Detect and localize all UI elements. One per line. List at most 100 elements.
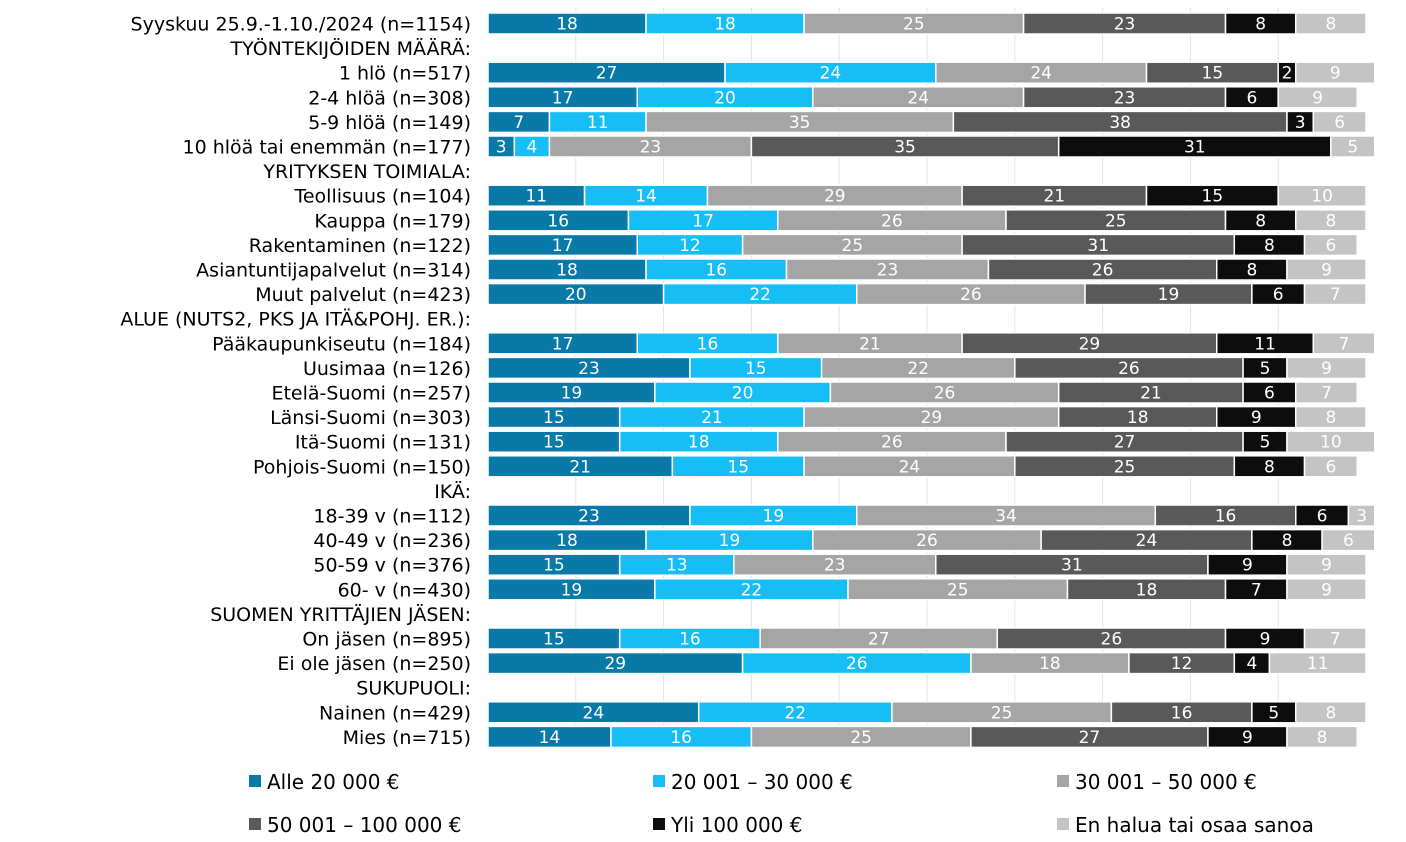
legend-swatch bbox=[249, 818, 261, 830]
bar-segment bbox=[1347, 504, 1376, 527]
data-label: 24 bbox=[583, 703, 605, 723]
data-label: 29 bbox=[921, 408, 943, 428]
data-label: 18 bbox=[556, 261, 578, 281]
bar-segment bbox=[1286, 258, 1367, 281]
data-label: 8 bbox=[1325, 408, 1336, 428]
data-label: 19 bbox=[1158, 285, 1180, 305]
data-label: 17 bbox=[552, 88, 574, 108]
data-label: 26 bbox=[960, 285, 982, 305]
data-label: 7 bbox=[1330, 285, 1341, 305]
data-label: 23 bbox=[578, 507, 600, 527]
data-label: 16 bbox=[547, 211, 569, 231]
data-label: 16 bbox=[670, 728, 692, 748]
data-label: 9 bbox=[1321, 580, 1332, 600]
legend-swatch bbox=[1057, 818, 1069, 830]
data-label: 4 bbox=[1246, 654, 1257, 674]
data-label: 9 bbox=[1312, 88, 1323, 108]
data-label: 24 bbox=[1030, 64, 1052, 84]
legend-swatch bbox=[1057, 775, 1069, 787]
bar-segment bbox=[1286, 356, 1367, 380]
data-label: 8 bbox=[1282, 531, 1293, 551]
data-label: 22 bbox=[784, 703, 806, 723]
data-label: 6 bbox=[1264, 384, 1275, 404]
data-label: 35 bbox=[789, 113, 811, 133]
data-label: 9 bbox=[1330, 64, 1341, 84]
data-label: 7 bbox=[1339, 334, 1350, 354]
data-label: 18 bbox=[1127, 408, 1149, 428]
data-label: 26 bbox=[1092, 261, 1114, 281]
bar-segment bbox=[1303, 282, 1367, 306]
bar-segment bbox=[1295, 701, 1367, 724]
category-label: 18-39 v (n=112) bbox=[313, 506, 471, 528]
bar-segment bbox=[1286, 430, 1376, 453]
data-label: 22 bbox=[907, 359, 929, 379]
data-label: 25 bbox=[991, 703, 1013, 723]
data-label: 11 bbox=[587, 113, 609, 133]
bar-segment bbox=[1312, 110, 1367, 134]
category-label: Pääkaupunkiseutu (n=184) bbox=[212, 333, 471, 355]
data-label: 31 bbox=[1087, 236, 1109, 256]
data-label: 8 bbox=[1255, 15, 1266, 35]
data-label: 21 bbox=[859, 334, 881, 354]
data-label: 8 bbox=[1246, 261, 1257, 281]
data-label: 14 bbox=[539, 728, 561, 748]
bar-segment bbox=[1295, 12, 1367, 35]
data-label: 8 bbox=[1255, 211, 1266, 231]
data-label: 25 bbox=[842, 236, 864, 256]
data-label: 15 bbox=[745, 359, 767, 379]
data-label: 10 bbox=[1311, 187, 1333, 207]
data-label: 22 bbox=[749, 285, 771, 305]
bar-segment bbox=[1303, 455, 1358, 478]
data-label: 19 bbox=[561, 580, 583, 600]
data-label: 16 bbox=[679, 630, 701, 650]
category-label: Pohjois-Suomi (n=150) bbox=[253, 456, 471, 478]
data-label: 25 bbox=[850, 728, 872, 748]
data-label: 11 bbox=[1307, 654, 1329, 674]
data-label: 24 bbox=[899, 457, 921, 477]
data-label: 3 bbox=[1295, 113, 1306, 133]
group-heading-label: ALUE (NUTS2, PKS JA ITÄ&POHJ. ER.): bbox=[120, 308, 471, 331]
data-label: 29 bbox=[824, 187, 846, 207]
data-label: 15 bbox=[543, 408, 565, 428]
category-label: 2-4 hlöä (n=308) bbox=[308, 87, 471, 109]
data-label: 26 bbox=[934, 384, 956, 404]
data-label: 23 bbox=[1114, 15, 1136, 35]
data-label: 5 bbox=[1260, 433, 1271, 453]
data-label: 6 bbox=[1334, 113, 1345, 133]
data-label: 16 bbox=[697, 334, 719, 354]
category-label: Nainen (n=429) bbox=[319, 702, 471, 724]
data-label: 31 bbox=[1061, 556, 1083, 576]
data-label: 12 bbox=[1171, 654, 1193, 674]
group-heading-label: SUOMEN YRITTÄJIEN JÄSEN: bbox=[210, 603, 471, 626]
data-label: 18 bbox=[556, 531, 578, 551]
data-label: 6 bbox=[1343, 531, 1354, 551]
data-label: 22 bbox=[741, 580, 763, 600]
category-label: Länsi-Suomi (n=303) bbox=[270, 407, 471, 429]
category-label: Kauppa (n=179) bbox=[314, 210, 471, 232]
data-label: 7 bbox=[513, 113, 524, 133]
data-label: 7 bbox=[1330, 630, 1341, 650]
data-label: 21 bbox=[1140, 384, 1162, 404]
data-label: 21 bbox=[569, 457, 591, 477]
legend-label: 20 001 – 30 000 € bbox=[671, 770, 853, 794]
data-label: 6 bbox=[1317, 507, 1328, 527]
bar-segment bbox=[1312, 332, 1376, 355]
category-label: Ei ole jäsen (n=250) bbox=[277, 653, 471, 675]
data-label: 16 bbox=[1171, 703, 1193, 723]
data-label: 29 bbox=[1079, 334, 1101, 354]
data-label: 18 bbox=[1136, 580, 1158, 600]
bar-segment bbox=[1286, 553, 1367, 576]
category-label: Teollisuus (n=104) bbox=[293, 186, 471, 208]
data-label: 26 bbox=[846, 654, 868, 674]
legend-swatch bbox=[653, 818, 665, 830]
legend-label: 30 001 – 50 000 € bbox=[1075, 770, 1257, 794]
data-label: 5 bbox=[1347, 138, 1358, 158]
category-label: Etelä-Suomi (n=257) bbox=[271, 383, 471, 405]
data-label: 20 bbox=[565, 285, 587, 305]
data-label: 26 bbox=[916, 531, 938, 551]
category-label: 5-9 hlöä (n=149) bbox=[308, 112, 471, 134]
data-label: 8 bbox=[1325, 15, 1336, 35]
category-label: On jäsen (n=895) bbox=[302, 629, 471, 651]
data-label: 38 bbox=[1109, 113, 1131, 133]
category-label: Itä-Suomi (n=131) bbox=[295, 432, 471, 454]
